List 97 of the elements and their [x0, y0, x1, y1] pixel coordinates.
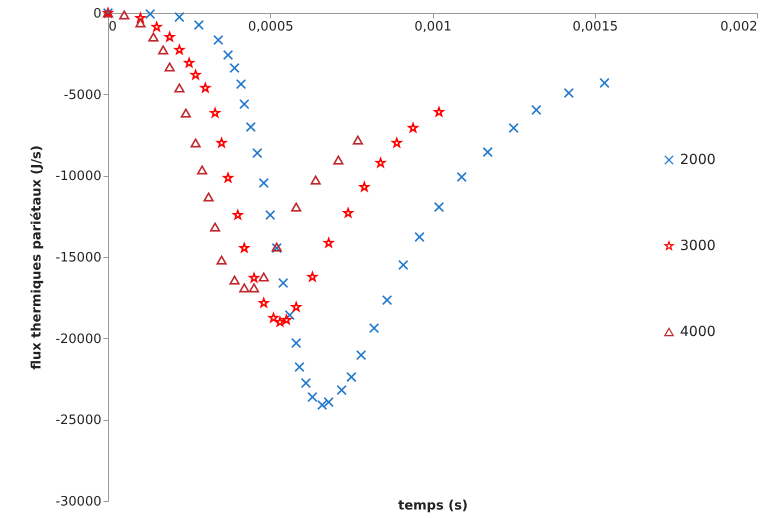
point — [300, 378, 312, 388]
point — [229, 276, 240, 285]
point — [258, 298, 269, 308]
y-tick-label: -30000 — [55, 494, 102, 510]
x-tick-label: 0,002 — [720, 20, 758, 34]
point — [352, 135, 363, 145]
point — [434, 106, 444, 116]
y-tick-label: -25000 — [55, 413, 102, 428]
point — [392, 138, 402, 148]
point — [376, 158, 386, 168]
point — [434, 202, 444, 212]
point — [317, 400, 328, 410]
point — [135, 18, 146, 28]
point — [336, 384, 347, 396]
point — [294, 362, 305, 372]
point — [210, 222, 220, 232]
point — [248, 283, 260, 292]
point — [368, 322, 380, 334]
point — [482, 146, 493, 158]
point — [346, 372, 357, 382]
point — [333, 156, 344, 165]
point — [239, 98, 250, 110]
point — [291, 302, 302, 312]
y-tick-label: 0 — [93, 6, 102, 22]
point — [180, 108, 192, 118]
point — [252, 148, 262, 158]
point — [258, 178, 269, 188]
point — [414, 232, 425, 242]
point — [200, 82, 210, 92]
legend-label: 3000 — [680, 238, 716, 254]
point — [265, 210, 276, 220]
point — [194, 20, 204, 30]
point — [284, 310, 295, 320]
point — [136, 12, 146, 22]
point — [324, 396, 334, 408]
point — [291, 338, 302, 348]
point — [307, 392, 318, 402]
point — [249, 272, 259, 282]
point — [145, 8, 156, 20]
y-tick-label: -20000 — [55, 332, 102, 347]
x-tick-label: 0 — [108, 20, 117, 34]
point — [216, 256, 227, 265]
y-tick-label: -5000 — [64, 88, 102, 103]
point — [152, 22, 162, 32]
y-tick-label: -10000 — [55, 169, 102, 184]
point — [148, 32, 159, 42]
point — [222, 50, 234, 60]
point — [229, 62, 240, 74]
point — [278, 278, 288, 288]
point — [239, 283, 250, 292]
point — [291, 202, 302, 212]
point — [119, 10, 130, 20]
point — [599, 78, 610, 88]
point — [216, 138, 226, 148]
point — [310, 176, 321, 185]
point — [164, 32, 175, 42]
legend-label: 4000 — [680, 324, 716, 340]
point — [324, 238, 334, 248]
point — [174, 44, 184, 54]
point — [174, 12, 185, 22]
point — [268, 312, 278, 322]
point — [158, 45, 168, 54]
point — [382, 294, 392, 306]
x-axis-title: temps (s) — [398, 498, 468, 514]
point — [164, 62, 175, 72]
point — [236, 78, 246, 90]
point — [196, 165, 208, 175]
point — [343, 208, 354, 218]
point — [210, 108, 220, 118]
y-tick-label: -15000 — [55, 250, 102, 266]
point — [232, 210, 243, 220]
point — [356, 350, 366, 360]
point — [531, 104, 542, 116]
point — [203, 192, 214, 202]
point — [223, 172, 233, 182]
y-axis-title: flux thermiques pariétaux (J/s) — [29, 145, 44, 370]
x-tick-label: 0,0015 — [572, 20, 618, 34]
point — [275, 316, 285, 326]
point — [398, 260, 408, 270]
point — [408, 122, 418, 132]
x-tick-label: 0,001 — [414, 20, 452, 34]
point — [359, 182, 370, 192]
legend-label: 2000 — [680, 152, 716, 168]
point — [190, 70, 201, 80]
point — [246, 122, 256, 132]
point — [213, 34, 224, 46]
point — [174, 83, 185, 93]
point — [508, 122, 519, 134]
point — [184, 58, 194, 68]
point — [258, 272, 269, 282]
x-tick-label: 0,0005 — [248, 20, 294, 34]
point — [282, 314, 292, 324]
point — [456, 172, 467, 182]
point — [308, 272, 318, 282]
point — [564, 88, 574, 98]
point — [239, 242, 250, 252]
point — [190, 138, 201, 148]
